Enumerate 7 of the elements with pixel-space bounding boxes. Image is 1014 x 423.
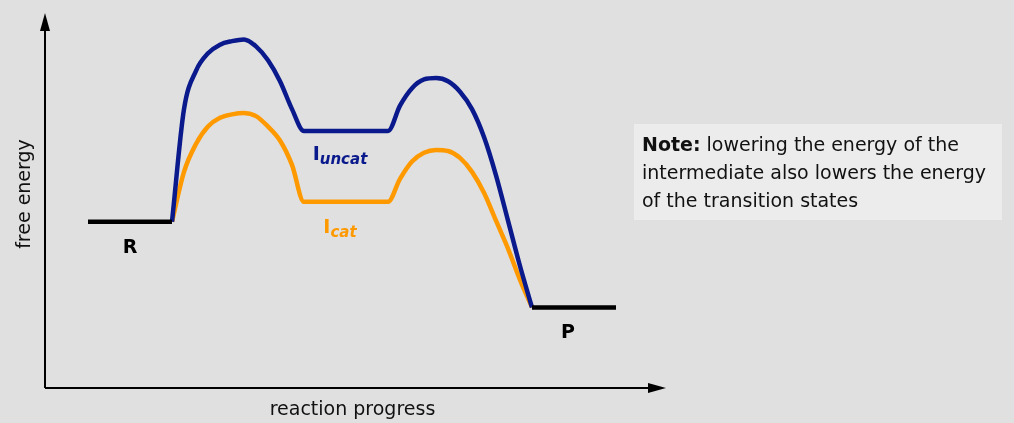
annotation: I$_{uncat}$ — [312, 141, 368, 169]
annotation: R — [122, 235, 138, 257]
annotation: I$_{cat}$ — [323, 214, 357, 242]
x-axis-title: reaction progress — [268, 397, 437, 419]
y-axis-title: free energy — [11, 139, 34, 249]
annotation: P — [561, 320, 575, 342]
text: Note: lowering the energy of the intermediate also lowers the energy of the transition states — [634, 124, 1002, 220]
